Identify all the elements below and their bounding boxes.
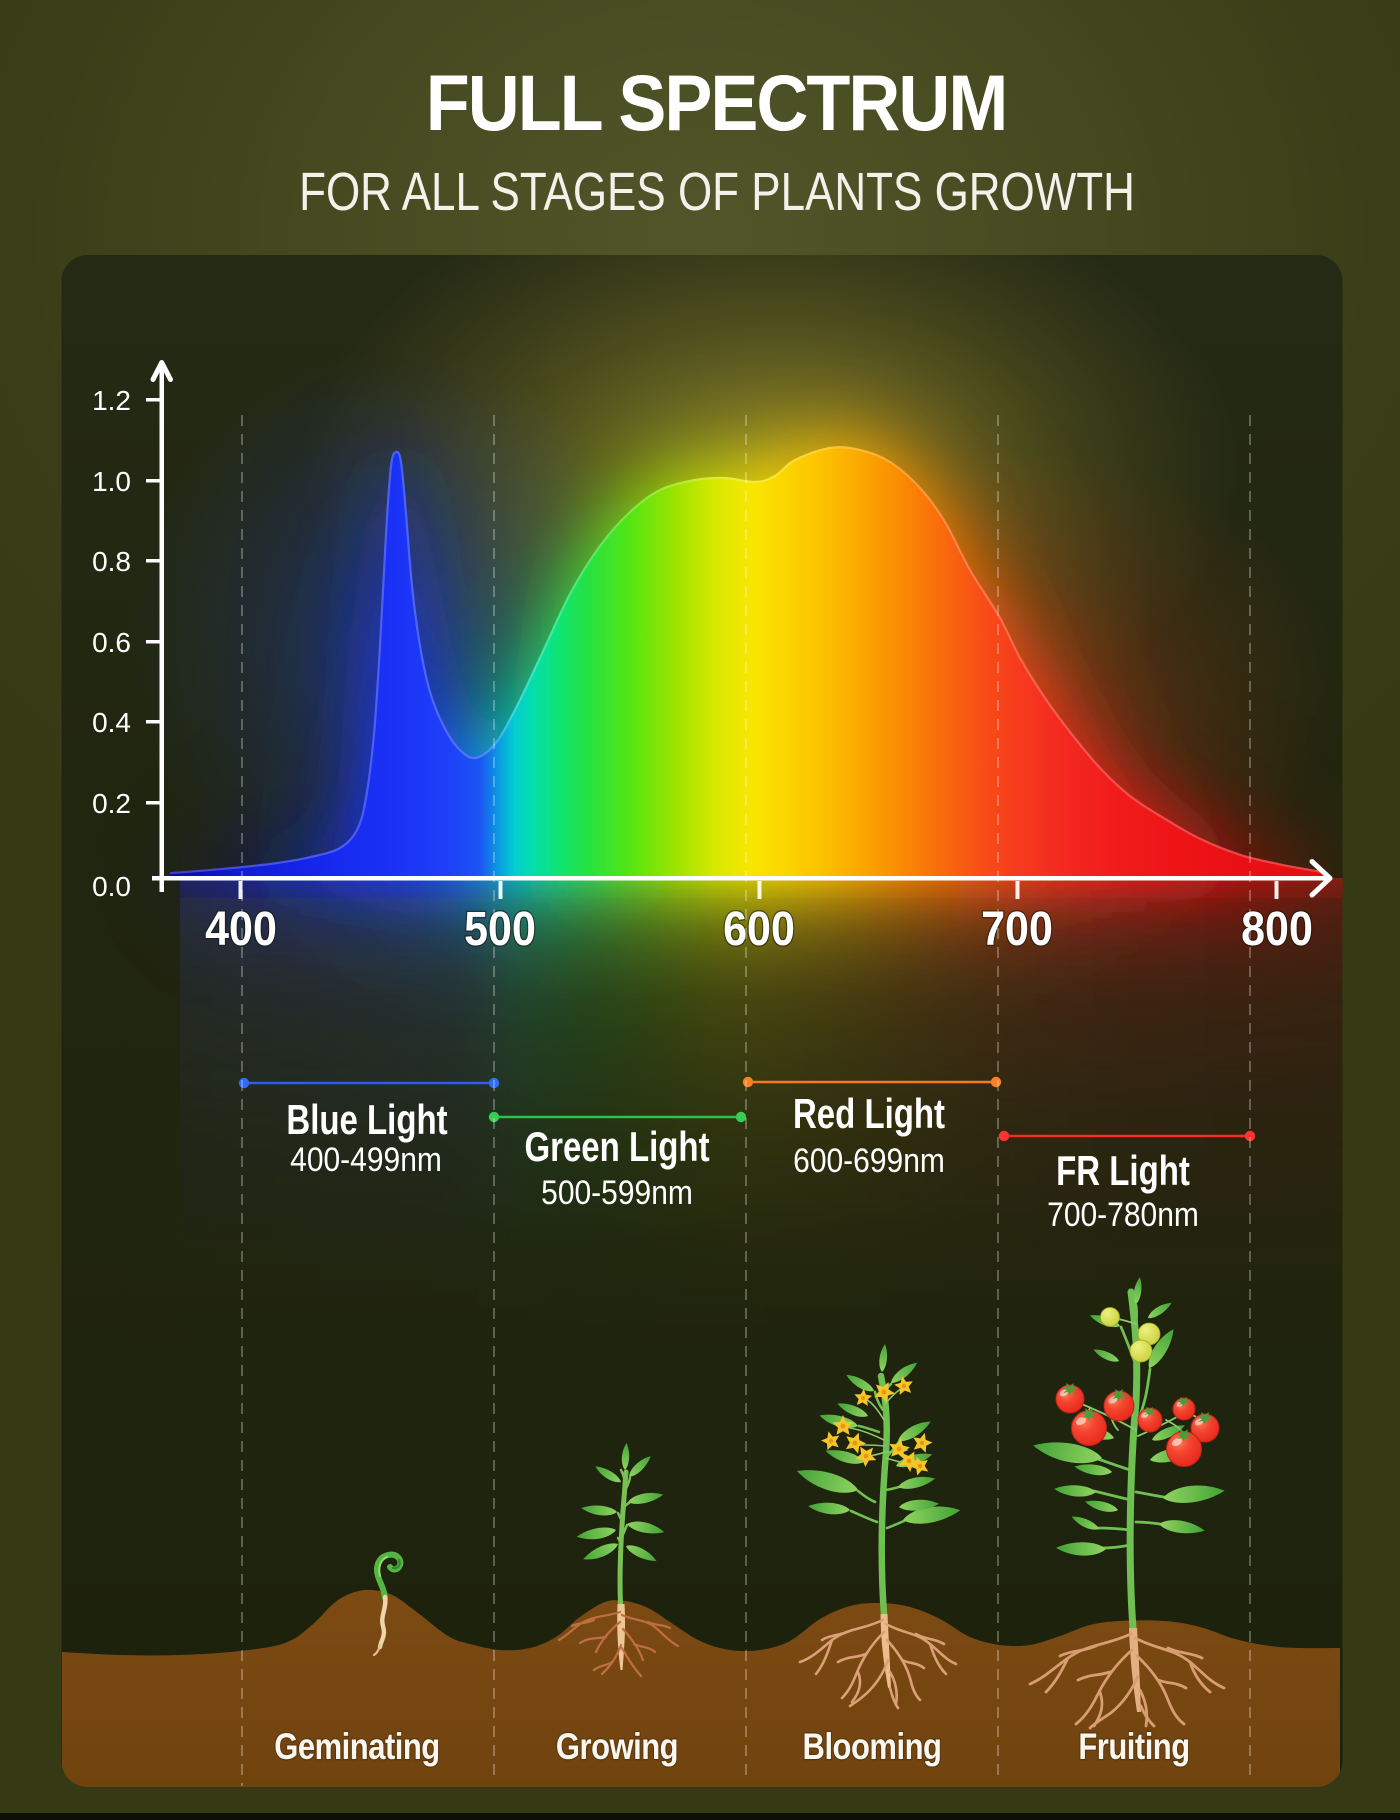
svg-text:700-780nm: 700-780nm [1047,1195,1199,1233]
svg-text:0.0: 0.0 [92,871,131,902]
svg-text:700: 700 [981,902,1053,956]
svg-text:FOR ALL STAGES OF PLANTS GROWT: FOR ALL STAGES OF PLANTS GROWTH [299,163,1135,222]
svg-text:Blooming: Blooming [803,1726,942,1767]
svg-text:400-499nm: 400-499nm [290,1140,442,1178]
svg-text:Growing: Growing [556,1726,678,1767]
svg-text:0.6: 0.6 [92,627,131,658]
svg-text:Fruiting: Fruiting [1078,1726,1189,1767]
svg-text:Red Light: Red Light [793,1090,945,1137]
svg-text:400: 400 [205,902,277,956]
svg-text:FR Light: FR Light [1056,1147,1190,1194]
svg-text:0.2: 0.2 [92,788,131,819]
svg-text:1.0: 1.0 [92,466,131,497]
svg-text:500-599nm: 500-599nm [541,1173,693,1211]
svg-text:600-699nm: 600-699nm [793,1141,945,1179]
svg-text:FULL SPECTRUM: FULL SPECTRUM [426,59,1007,148]
svg-text:800: 800 [1241,902,1313,956]
svg-text:0.4: 0.4 [92,707,131,738]
svg-text:0.8: 0.8 [92,546,131,577]
svg-text:500: 500 [464,902,536,956]
svg-text:Geminating: Geminating [274,1726,439,1767]
svg-text:1.2: 1.2 [92,385,131,416]
svg-text:Green Light: Green Light [524,1123,709,1170]
svg-text:Blue Light: Blue Light [286,1096,448,1143]
svg-text:600: 600 [723,902,795,956]
